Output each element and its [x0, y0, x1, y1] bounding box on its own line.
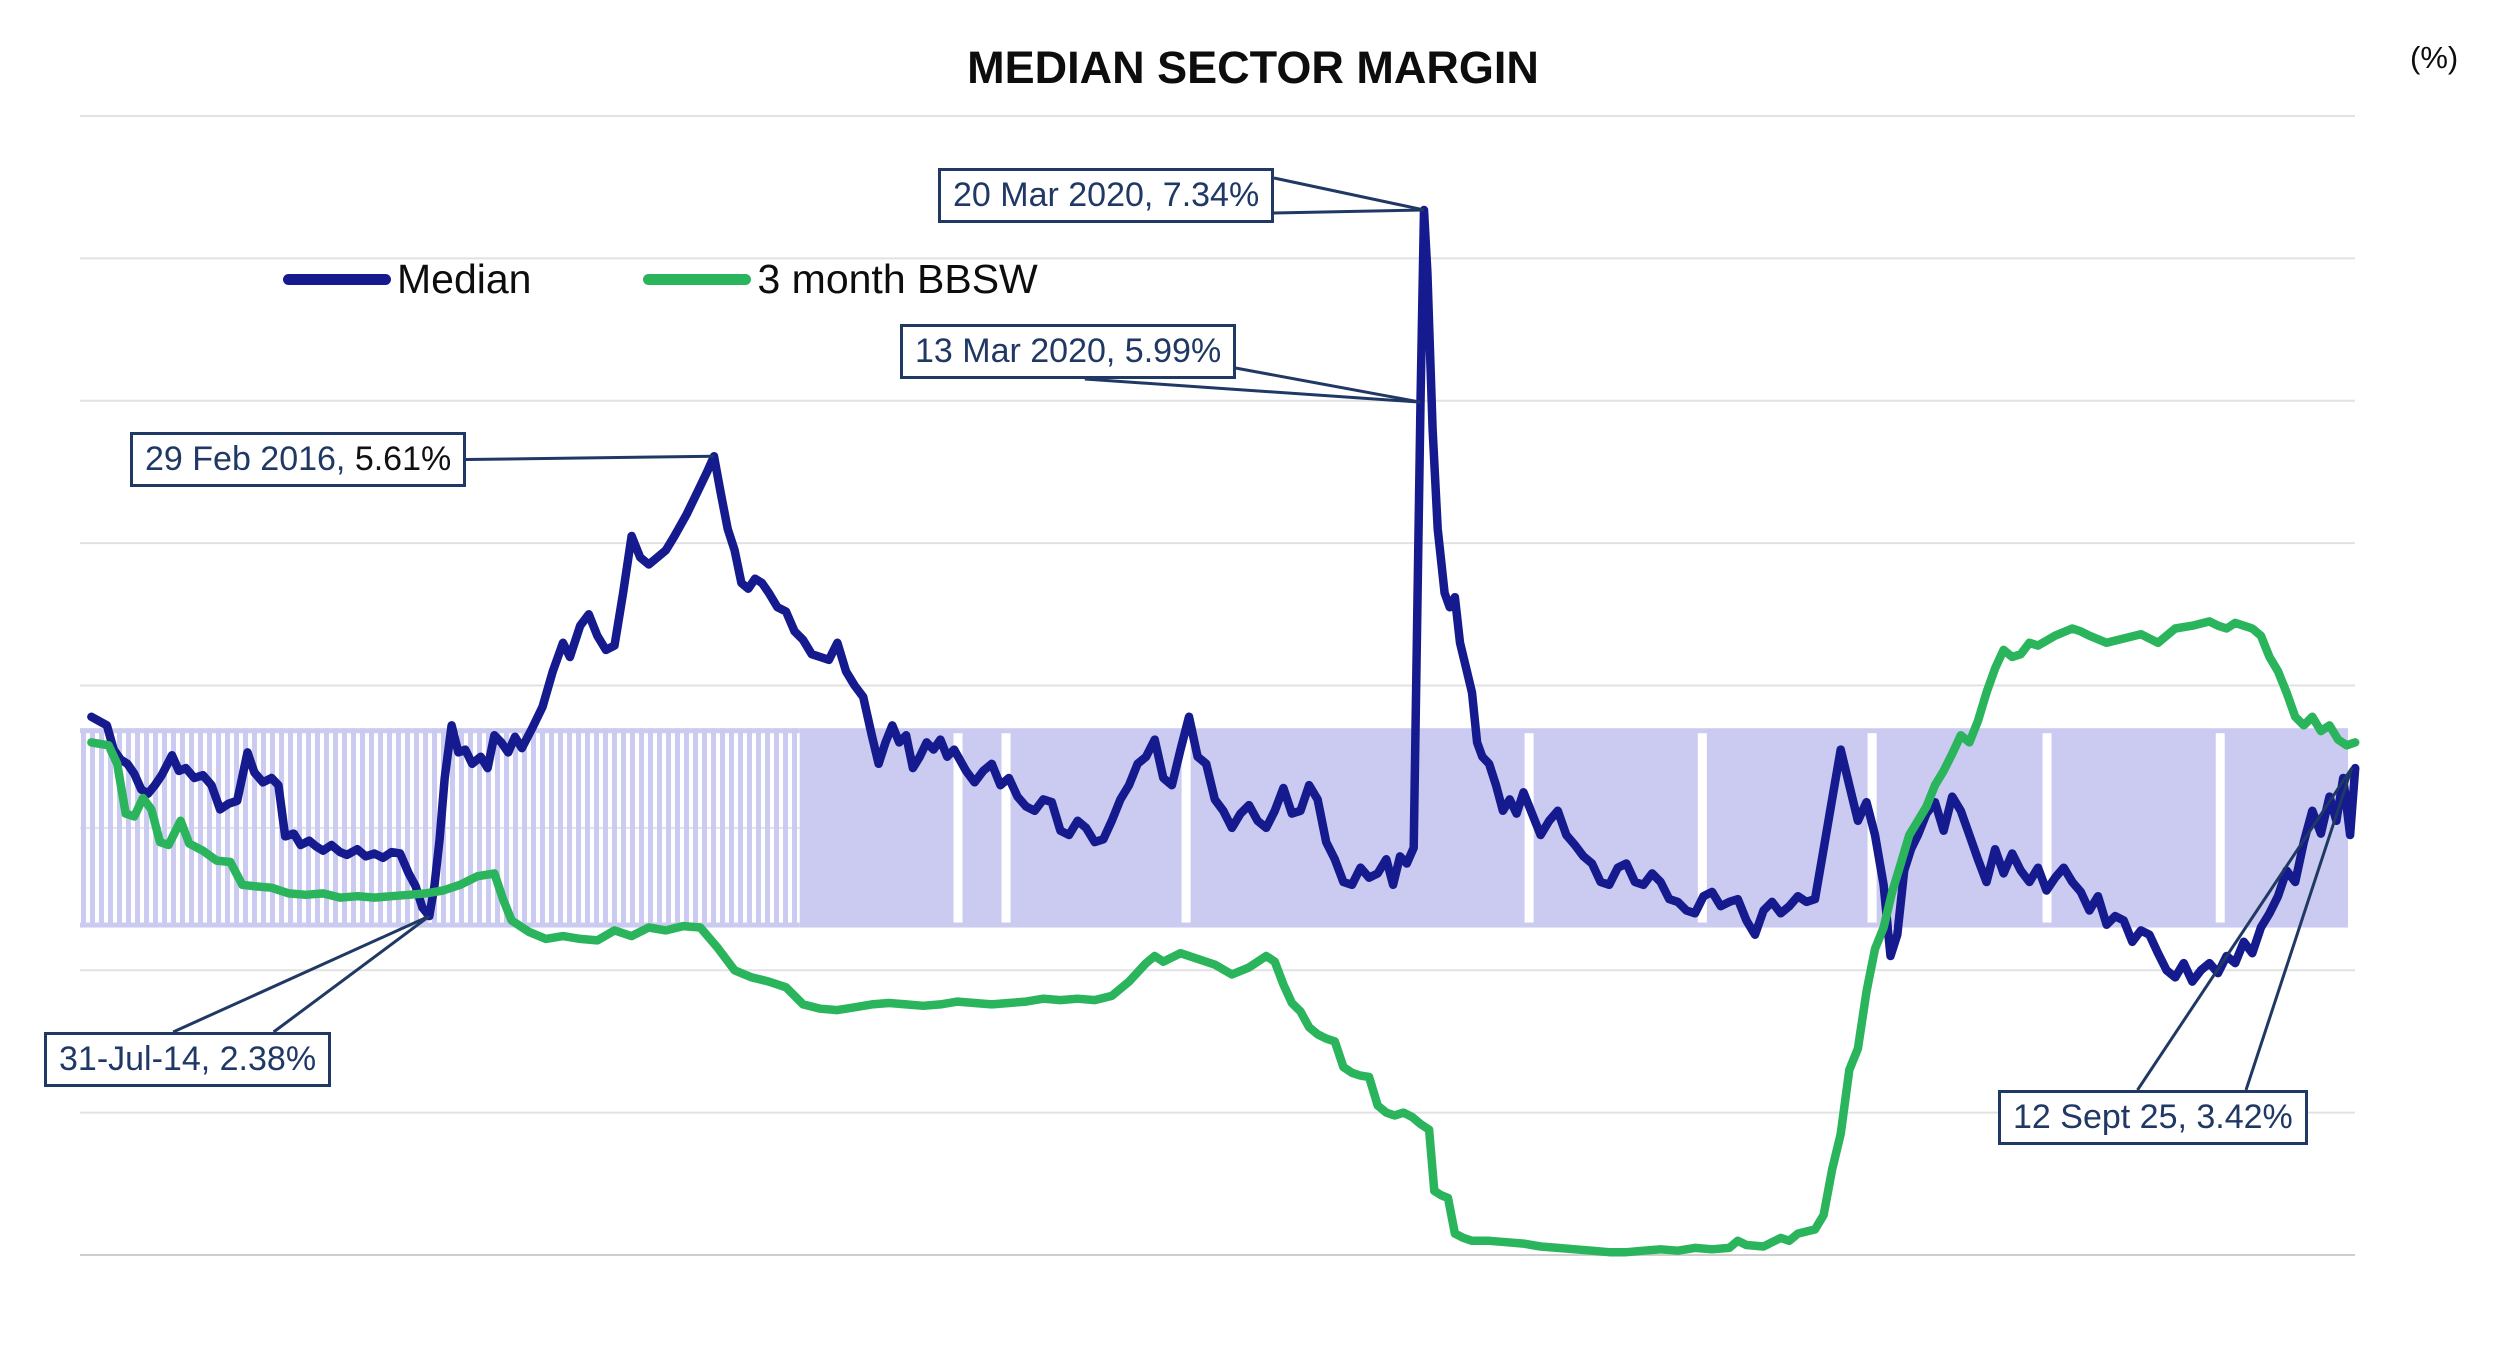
callout-20-mar-2020: 20 Mar 2020, 7.34%	[938, 168, 1275, 223]
band-bottom-cap	[80, 922, 800, 928]
legend-item-median: Median	[283, 256, 531, 303]
callout-value: 3.42%	[2196, 1098, 2293, 1136]
median-line	[87, 205, 2360, 986]
band-gap	[1524, 733, 1534, 923]
legend-item-bbsw: 3 month BBSW	[643, 256, 1038, 303]
callout-leader	[1229, 365, 1421, 404]
callout-date: 12 Sept 25,	[2013, 1098, 2197, 1136]
y-axis-unit-label: (%)	[2410, 40, 2459, 75]
callout-13-mar-2020: 13 Mar 2020, 5.99%	[900, 324, 1237, 379]
legend-label-bbsw: 3 month BBSW	[757, 256, 1038, 302]
band-gap	[2215, 733, 2225, 923]
bbsw-line	[87, 617, 2360, 1257]
callout-31-jul-14: 31-Jul-14, 2.38%	[44, 1032, 332, 1087]
callout-value: 5.61%	[354, 440, 452, 478]
callout-leader	[2244, 767, 2354, 1091]
callout-date: 29 Feb 2016,	[145, 440, 355, 478]
callout-12-sept-25: 12 Sept 25, 3.42%	[1998, 1090, 2308, 1145]
bbsw-line-swatch	[643, 274, 752, 285]
legend-label-median: Median	[397, 256, 532, 302]
callout-date: 20 Mar 2020,	[953, 176, 1163, 214]
callout-date: 13 Mar 2020,	[915, 332, 1125, 370]
chart-title: MEDIAN SECTOR MARGIN	[967, 42, 1539, 93]
callout-leader	[1273, 208, 1425, 215]
median-line-swatch	[283, 274, 391, 285]
legend: Median 3 month BBSW	[283, 256, 1038, 303]
callout-value: 5.99%	[1124, 332, 1222, 370]
callout-leader	[2136, 767, 2354, 1091]
band-solid-region	[799, 728, 2348, 928]
band-gap	[2042, 733, 2052, 923]
band-gap	[1697, 733, 1707, 923]
band-top-cap	[80, 728, 800, 734]
band-gap	[953, 733, 963, 923]
callout-leader	[172, 914, 430, 1034]
callout-value: 2.38%	[219, 1040, 317, 1078]
callout-leader	[1084, 377, 1421, 404]
callout-leader	[465, 454, 714, 461]
callout-leader	[1273, 176, 1425, 212]
callout-29-feb-2016: 29 Feb 2016, 5.61%	[130, 432, 467, 487]
band-gap	[1181, 733, 1191, 923]
callout-leader	[272, 914, 431, 1034]
callout-value: 7.34%	[1162, 176, 1260, 214]
callout-date: 31-Jul-14,	[59, 1040, 220, 1078]
band-gap	[1001, 733, 1011, 923]
